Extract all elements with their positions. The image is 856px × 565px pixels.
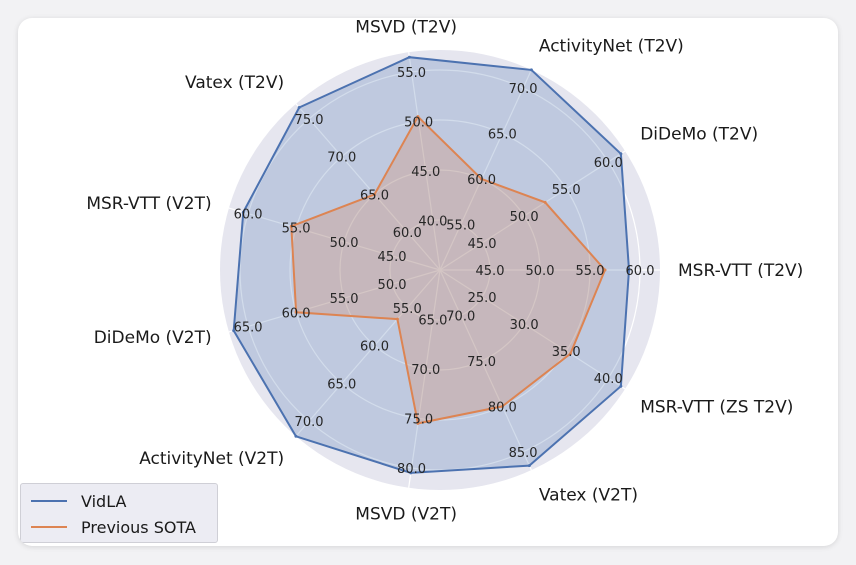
tick-label: 50.0 bbox=[378, 278, 407, 293]
tick-label: 70.0 bbox=[446, 309, 475, 324]
grid-spoke bbox=[439, 269, 626, 390]
tick-label: 55.0 bbox=[552, 183, 581, 198]
tick-label: 80.0 bbox=[397, 462, 426, 477]
grid-spoke bbox=[439, 69, 532, 271]
data-point-previous-sota bbox=[395, 317, 399, 321]
tick-label: 70.0 bbox=[327, 151, 356, 166]
tick-label: 30.0 bbox=[510, 318, 539, 333]
legend-label-previous-sota: Previous SOTA bbox=[81, 517, 196, 537]
tick-label: 35.0 bbox=[552, 345, 581, 360]
axis-label: ActivityNet (T2V) bbox=[539, 37, 684, 57]
data-point-previous-sota bbox=[416, 421, 420, 425]
tick-label: 45.0 bbox=[378, 250, 407, 265]
grid-spoke bbox=[408, 52, 441, 271]
data-point-vidla bbox=[297, 106, 301, 110]
data-point-vidla bbox=[407, 55, 411, 59]
data-point-vidla bbox=[619, 152, 623, 156]
grid-spoke bbox=[439, 269, 532, 471]
legend-item-vidla: VidLA bbox=[21, 489, 126, 513]
tick-label: 45.0 bbox=[468, 237, 497, 252]
data-point-previous-sota bbox=[373, 192, 377, 196]
tick-label: 55.0 bbox=[446, 219, 475, 234]
tick-label: 55.0 bbox=[576, 264, 605, 279]
tick-label: 50.0 bbox=[404, 116, 433, 131]
grid-spoke bbox=[228, 269, 441, 333]
data-point-vidla bbox=[527, 464, 531, 468]
radar-chart: 45.0 50.0 55.0 60.0 45.0 50.0 55.0 60.0 55.0 60.0… bbox=[86, 18, 803, 525]
data-point-previous-sota bbox=[294, 310, 298, 314]
tick-label: 65.0 bbox=[234, 320, 263, 335]
data-point-previous-sota bbox=[480, 177, 484, 181]
tick-label: 60.0 bbox=[594, 156, 623, 171]
legend-label-vidla: VidLA bbox=[81, 491, 127, 511]
tick-label: 25.0 bbox=[468, 291, 497, 306]
tick-label: 60.0 bbox=[234, 208, 263, 223]
chart-card: 45.0 50.0 55.0 60.0 45.0 50.0 55.0 60.0 55.0 60.0… bbox=[18, 18, 838, 546]
data-point-previous-sota bbox=[543, 200, 547, 204]
tick-label: 50.0 bbox=[526, 264, 555, 279]
tick-label: 45.0 bbox=[476, 264, 505, 279]
axis-label: DiDeMo (T2V) bbox=[640, 124, 758, 144]
tick-label: 55.0 bbox=[330, 292, 359, 307]
tick-label: 55.0 bbox=[393, 302, 422, 317]
data-point-previous-sota bbox=[568, 352, 572, 356]
grid-spoke bbox=[408, 269, 441, 488]
tick-label: 70.0 bbox=[509, 82, 538, 97]
legend-swatch-vidla bbox=[31, 500, 67, 502]
data-point-vidla bbox=[627, 268, 631, 272]
grid-spoke bbox=[228, 207, 441, 271]
tick-label: 60.0 bbox=[393, 226, 422, 241]
tick-label: 75.0 bbox=[404, 412, 433, 427]
tick-label: 65.0 bbox=[360, 188, 389, 203]
axis-label: MSR-VTT (V2T) bbox=[86, 194, 211, 214]
axis-label: MSR-VTT (T2V) bbox=[678, 261, 803, 281]
axis-label: MSVD (T2V) bbox=[355, 18, 457, 37]
tick-label: 60.0 bbox=[282, 306, 311, 321]
data-point-previous-sota bbox=[500, 404, 504, 408]
grid-spoke bbox=[439, 150, 626, 271]
axis-label: ActivityNet (V2T) bbox=[139, 449, 284, 469]
tick-label: 65.0 bbox=[488, 128, 517, 143]
tick-label: 70.0 bbox=[411, 363, 440, 378]
axis-label: DiDeMo (V2T) bbox=[94, 328, 212, 348]
tick-label: 70.0 bbox=[295, 415, 324, 430]
data-point-vidla bbox=[232, 329, 236, 333]
axis-label: MSVD (V2T) bbox=[355, 505, 457, 525]
data-point-vidla bbox=[619, 384, 623, 388]
data-point-previous-sota bbox=[289, 224, 293, 228]
tick-label: 50.0 bbox=[510, 210, 539, 225]
tick-label: 85.0 bbox=[509, 446, 538, 461]
tick-label: 40.0 bbox=[418, 215, 447, 230]
data-point-vidla bbox=[529, 68, 533, 72]
tick-label: 55.0 bbox=[397, 66, 426, 81]
tick-label: 50.0 bbox=[330, 236, 359, 251]
data-point-previous-sota bbox=[603, 268, 607, 272]
tick-label: 60.0 bbox=[360, 340, 389, 355]
grid-spoke bbox=[295, 269, 441, 437]
axis-label: Vatex (V2T) bbox=[539, 485, 638, 505]
tick-label: 75.0 bbox=[467, 355, 496, 370]
tick-label: 60.0 bbox=[626, 264, 655, 279]
data-point-vidla bbox=[294, 434, 298, 438]
tick-label: 65.0 bbox=[327, 377, 356, 392]
grid-spoke bbox=[295, 103, 441, 271]
axis-label: Vatex (T2V) bbox=[185, 73, 284, 93]
tick-label: 65.0 bbox=[418, 313, 447, 328]
data-point-vidla bbox=[241, 210, 245, 214]
series-area-previous-sota bbox=[290, 114, 607, 425]
data-point-vidla bbox=[409, 471, 413, 475]
tick-label: 55.0 bbox=[282, 222, 311, 237]
tick-label: 60.0 bbox=[467, 173, 496, 188]
legend-item-previous-sota: Previous SOTA bbox=[21, 515, 196, 539]
series-area-vidla bbox=[232, 56, 631, 474]
tick-label: 75.0 bbox=[295, 113, 324, 128]
data-point-previous-sota bbox=[416, 115, 420, 119]
legend-swatch-previous-sota bbox=[31, 526, 67, 528]
tick-label: 45.0 bbox=[411, 165, 440, 180]
legend: VidLA Previous SOTA bbox=[20, 483, 218, 543]
tick-label: 80.0 bbox=[488, 400, 517, 415]
tick-label: 40.0 bbox=[594, 372, 623, 387]
axis-label: MSR-VTT (ZS T2V) bbox=[640, 398, 793, 418]
